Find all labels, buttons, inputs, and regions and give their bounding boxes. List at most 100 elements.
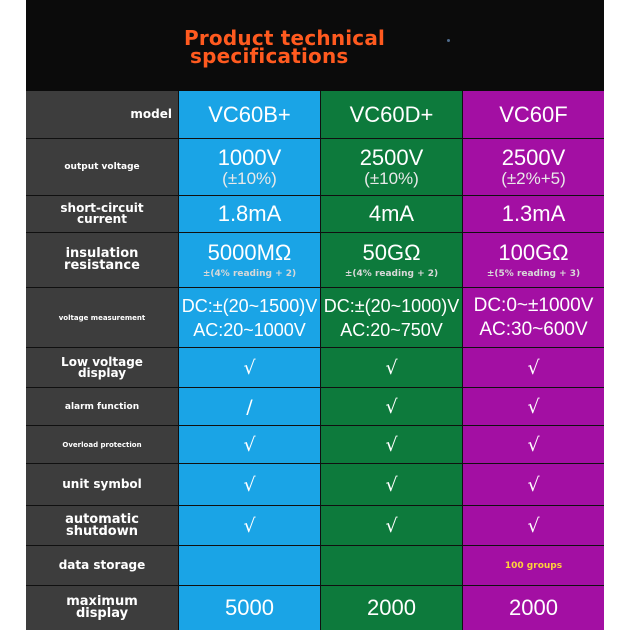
cell-low-voltage-1: √ <box>179 348 321 388</box>
label-line-2: current <box>77 212 127 226</box>
value-text: VC60B+ <box>208 101 291 127</box>
cell-current-1: 1.8mA <box>179 196 321 233</box>
check-icon: √ <box>527 395 540 418</box>
cell-overload-3: √ <box>463 426 604 464</box>
cell-storage-3: 100 groups <box>463 546 604 586</box>
accuracy-text: ±(4% reading + 2) <box>344 269 439 279</box>
accuracy-text: ±(5% reading + 3) <box>486 269 581 279</box>
label-line-2: shutdown <box>66 523 138 539</box>
label-line-2: display <box>77 365 127 380</box>
value-text: 5000MΩ <box>207 240 292 265</box>
cell-insulation-2: 50GΩ ±(4% reading + 2) <box>321 233 463 288</box>
cell-model-vc60f: VC60F <box>463 91 604 139</box>
value-text: 2000 <box>367 595 416 620</box>
row-overload-protection: Overload protection √ √ √ <box>26 426 604 464</box>
cell-current-2: 4mA <box>321 196 463 233</box>
value-text: 5000 <box>225 595 274 620</box>
cell-output-voltage-3: 2500V (±2%+5) <box>463 139 604 196</box>
check-icon: √ <box>243 514 256 537</box>
label-line-1: automatic <box>65 511 139 527</box>
value-text: 1.8mA <box>217 201 282 226</box>
label-model: model <box>26 91 179 139</box>
label-maximum-display: maximum display <box>26 586 179 630</box>
cell-insulation-1: 5000MΩ ±(4% reading + 2) <box>179 233 321 288</box>
cell-max-display-1: 5000 <box>179 586 321 630</box>
value-text: 4mA <box>368 201 415 226</box>
label-output-voltage: output voltage <box>26 139 179 196</box>
cell-overload-1: √ <box>179 426 321 464</box>
label-automatic-shutdown: automatic shutdown <box>26 506 179 546</box>
ac-range-text: AC:20~1000V <box>193 319 306 340</box>
dc-range-text: DC:0~±1000V <box>473 294 594 316</box>
row-maximum-display: maximum display 5000 2000 2000 <box>26 586 604 630</box>
row-data-storage: data storage 100 groups <box>26 546 604 586</box>
label-alarm-function: alarm function <box>26 388 179 426</box>
value-text: VC60F <box>499 101 568 127</box>
cell-model-vc60b: VC60B+ <box>179 91 321 139</box>
check-icon: √ <box>243 473 256 496</box>
storage-groups-text: 100 groups <box>504 560 563 571</box>
title-line-1: Product technical <box>184 26 386 50</box>
value-text: VC60D+ <box>349 101 434 127</box>
cell-voltage-measurement-1: DC:±(20~1500)V AC:20~1000V <box>179 288 321 348</box>
row-low-voltage-display: Low voltage display √ √ √ <box>26 348 604 388</box>
value-text: 2500V <box>501 145 566 170</box>
row-voltage-measurement: voltage measurement DC:±(20~1500)V AC:20… <box>26 288 604 348</box>
check-icon: √ <box>527 433 540 456</box>
tolerance-text: (±2%+5) <box>501 169 566 188</box>
value-text: 50GΩ <box>362 240 421 265</box>
check-icon: √ <box>385 514 398 537</box>
label-voltage-measurement: voltage measurement <box>26 288 179 348</box>
label-insulation-resistance: insulation resistance <box>26 233 179 288</box>
cell-shutdown-3: √ <box>463 506 604 546</box>
cell-model-vc60d: VC60D+ <box>321 91 463 139</box>
row-automatic-shutdown: automatic shutdown √ √ √ <box>26 506 604 546</box>
value-text: 100GΩ <box>498 240 569 265</box>
check-icon: √ <box>527 514 540 537</box>
value-text: 2500V <box>359 145 424 170</box>
cell-alarm-3: √ <box>463 388 604 426</box>
row-insulation-resistance: insulation resistance 5000MΩ ±(4% readin… <box>26 233 604 288</box>
check-icon: √ <box>243 433 256 456</box>
label-data-storage: data storage <box>26 546 179 586</box>
label-line-1: insulation <box>65 246 139 261</box>
row-output-voltage: output voltage 1000V (±10%) 2500V (±10%)… <box>26 139 604 196</box>
dc-range-text: DC:±(20~1500)V <box>181 295 318 316</box>
tolerance-text: (±10%) <box>364 169 419 188</box>
cell-storage-1 <box>179 546 321 586</box>
value-text: 2000 <box>509 595 558 620</box>
check-icon: √ <box>385 356 398 379</box>
ac-range-text: AC:20~750V <box>340 319 443 340</box>
cell-low-voltage-2: √ <box>321 348 463 388</box>
cell-shutdown-2: √ <box>321 506 463 546</box>
decorative-dot <box>447 39 450 42</box>
check-icon: √ <box>527 356 540 379</box>
cell-low-voltage-3: √ <box>463 348 604 388</box>
label-unit-symbol: unit symbol <box>26 464 179 506</box>
check-icon: √ <box>243 356 256 379</box>
label-line-1: short-circuit <box>60 201 144 215</box>
cell-output-voltage-1: 1000V (±10%) <box>179 139 321 196</box>
cell-alarm-1: / <box>179 388 321 426</box>
label-line-1: Low voltage <box>61 354 143 369</box>
cell-storage-2 <box>321 546 463 586</box>
dc-range-text: DC:±(20~1000)V <box>323 295 460 316</box>
ac-range-text: AC:30~600V <box>479 318 588 340</box>
row-short-circuit-current: short-circuit current 1.8mA 4mA 1.3mA <box>26 196 604 233</box>
value-text: 1000V <box>217 145 282 170</box>
tolerance-text: (±10%) <box>222 169 277 188</box>
label-line-2: display <box>75 606 129 621</box>
cell-output-voltage-2: 2500V (±10%) <box>321 139 463 196</box>
cell-unit-2: √ <box>321 464 463 506</box>
title-line-2: specifications <box>190 44 349 68</box>
cell-unit-3: √ <box>463 464 604 506</box>
cell-max-display-2: 2000 <box>321 586 463 630</box>
accuracy-text: ±(4% reading + 2) <box>202 269 297 279</box>
row-model: model VC60B+ VC60D+ VC60F <box>26 91 604 139</box>
label-low-voltage-display: Low voltage display <box>26 348 179 388</box>
check-icon: √ <box>527 473 540 496</box>
slash-icon: / <box>246 395 253 418</box>
check-icon: √ <box>385 433 398 456</box>
label-overload-protection: Overload protection <box>26 426 179 464</box>
label-short-circuit-current: short-circuit current <box>26 196 179 233</box>
